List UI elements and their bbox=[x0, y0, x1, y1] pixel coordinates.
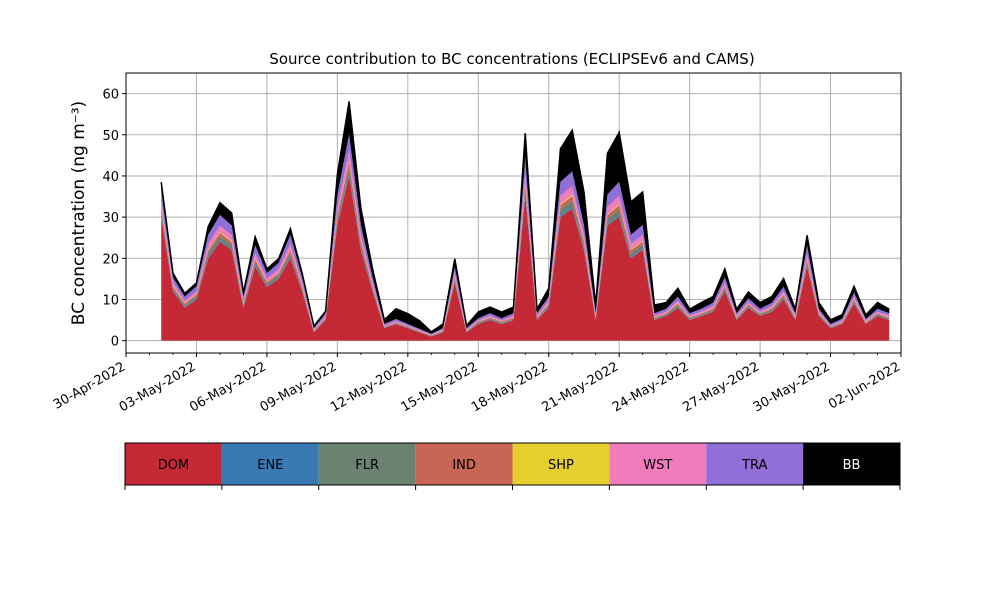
x-tick-label: 02-Jun-2022 bbox=[826, 359, 903, 412]
y-tick-label: 20 bbox=[102, 252, 119, 267]
y-axis-ticks: 0 10 20 30 40 50 60 bbox=[102, 88, 126, 350]
legend-swatch-shp bbox=[512, 443, 610, 485]
x-tick-label: 21-May-2022 bbox=[540, 359, 622, 415]
x-tick-label: 09-May-2022 bbox=[258, 359, 340, 415]
area-dom bbox=[161, 175, 890, 341]
legend-swatch-wst bbox=[609, 443, 707, 485]
legend-swatch-tra bbox=[706, 443, 804, 485]
y-tick-label: 10 bbox=[102, 293, 119, 308]
legend-label-ind: IND bbox=[452, 458, 476, 473]
legend: DOM ENE FLR IND SHP WST TRA BB bbox=[124, 442, 901, 490]
area-bb bbox=[161, 101, 890, 334]
x-tick-label: 12-May-2022 bbox=[328, 359, 410, 415]
y-tick-label: 50 bbox=[102, 129, 119, 144]
legend-label-wst: WST bbox=[643, 458, 672, 473]
x-tick-label: 06-May-2022 bbox=[187, 359, 269, 415]
stacked-areas bbox=[160, 101, 890, 341]
x-tick-label: 24-May-2022 bbox=[610, 359, 692, 415]
total-outline bbox=[160, 101, 890, 333]
x-tick-label: 03-May-2022 bbox=[117, 359, 199, 415]
plot-frame bbox=[125, 72, 902, 354]
legend-label-flr: FLR bbox=[355, 458, 379, 473]
legend-swatch-dom bbox=[125, 443, 222, 485]
x-tick-label: 30-Apr-2022 bbox=[51, 359, 128, 412]
legend-label-tra: TRA bbox=[741, 458, 767, 473]
legend-label-ene: ENE bbox=[257, 458, 283, 473]
legend-swatch-ene bbox=[221, 443, 319, 485]
legend-label-dom: DOM bbox=[158, 458, 189, 473]
legend-swatch-bb bbox=[803, 443, 900, 485]
chart-title: Source contribution to BC concentrations… bbox=[269, 50, 754, 68]
x-tick-label: 30-May-2022 bbox=[751, 359, 833, 415]
y-tick-label: 0 bbox=[111, 335, 119, 350]
x-tick-label: 18-May-2022 bbox=[469, 359, 551, 415]
legend-swatch-ind bbox=[415, 443, 513, 485]
x-tick-label: 27-May-2022 bbox=[680, 359, 762, 415]
x-tick-label: 15-May-2022 bbox=[399, 359, 481, 415]
y-tick-label: 60 bbox=[102, 88, 119, 103]
x-axis-ticks: 30-Apr-202203-May-202206-May-202209-May-… bbox=[51, 353, 903, 415]
legend-swatch-flr bbox=[318, 443, 416, 485]
y-tick-label: 40 bbox=[102, 170, 119, 185]
y-tick-label: 30 bbox=[102, 211, 119, 226]
legend-label-bb: BB bbox=[843, 458, 861, 473]
legend-label-shp: SHP bbox=[548, 458, 574, 473]
y-axis-label: BC concentration (ng m⁻³) bbox=[69, 101, 89, 325]
